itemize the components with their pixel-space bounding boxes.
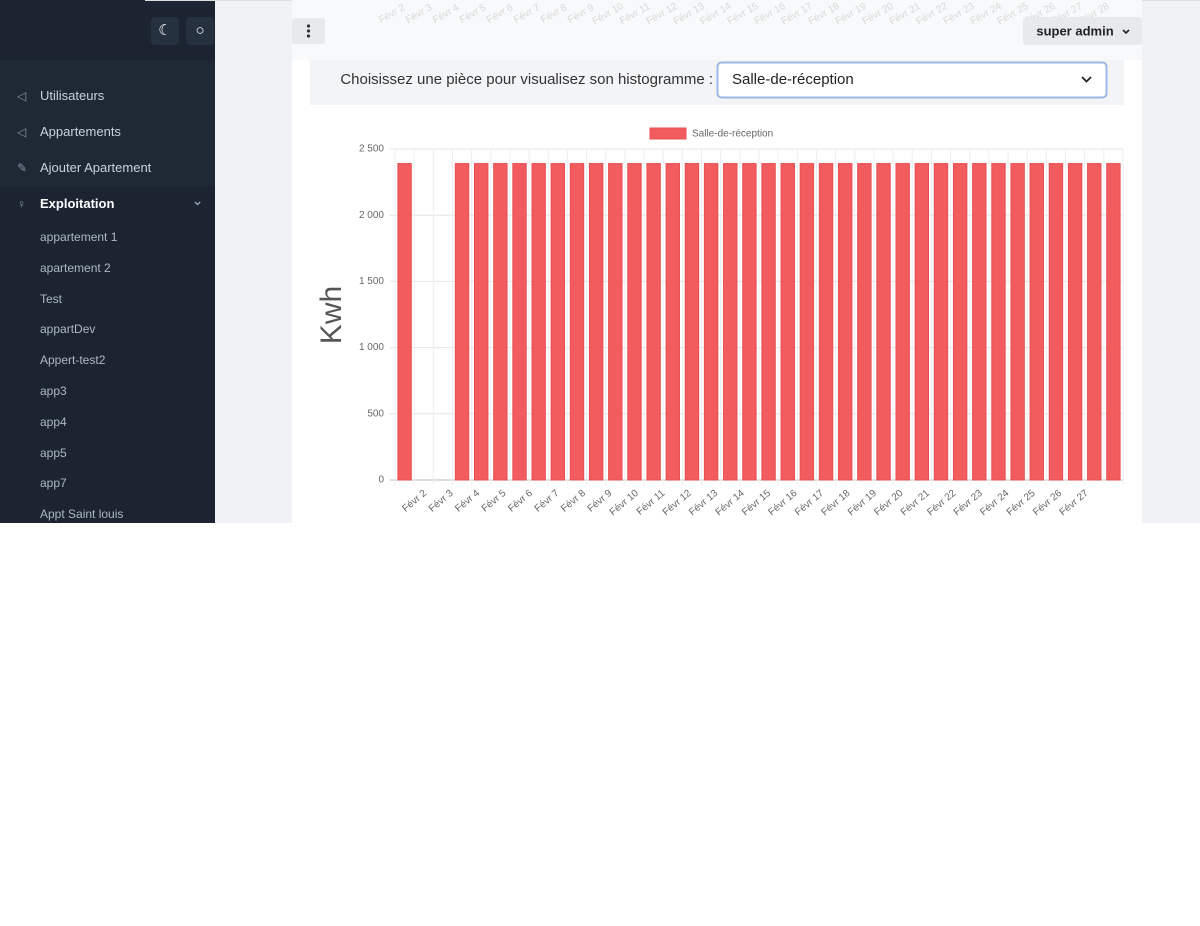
bar bbox=[723, 163, 738, 481]
menu-item[interactable]: ◁ Appartements bbox=[17, 124, 121, 139]
y-axis-label: Kwh bbox=[315, 286, 348, 344]
select[interactable] bbox=[716, 61, 1108, 99]
y-tick-label: 1 500 bbox=[359, 276, 384, 287]
bar bbox=[1106, 163, 1121, 481]
bar bbox=[914, 163, 930, 481]
bar bbox=[569, 163, 585, 481]
bar bbox=[588, 163, 604, 481]
bar bbox=[454, 163, 470, 481]
sidebar: ☾ ○ ◁ Utilisateurs ◁ Appartements ✎ Ajouter A… bbox=[0, 0, 215, 523]
bar bbox=[838, 163, 853, 481]
legend-label: Salle-de-réception bbox=[692, 129, 773, 140]
bar bbox=[799, 163, 815, 481]
menu-label: Appartements bbox=[40, 124, 121, 139]
submenu-item[interactable]: appartement 1 bbox=[0, 222, 215, 253]
bar bbox=[857, 163, 872, 481]
select-value: Salle-de-réception bbox=[732, 71, 854, 88]
bar bbox=[895, 163, 910, 481]
bar bbox=[1087, 163, 1102, 481]
bar bbox=[531, 163, 546, 481]
bar bbox=[952, 163, 968, 481]
menu-label: Exploitation bbox=[40, 196, 115, 211]
selector-label: Choisissez une pièce pour visualisez son… bbox=[340, 71, 713, 88]
y-tick-label: 2 000 bbox=[359, 210, 384, 221]
bar bbox=[780, 163, 795, 481]
bar bbox=[991, 163, 1006, 481]
bar bbox=[1048, 163, 1064, 481]
bar bbox=[474, 163, 489, 481]
bar bbox=[742, 163, 757, 481]
y-tick-label: 500 bbox=[367, 408, 384, 419]
bar bbox=[608, 163, 623, 481]
bar bbox=[1029, 163, 1044, 481]
bar bbox=[972, 163, 987, 481]
submenu-item[interactable]: apartement 2 bbox=[0, 252, 215, 284]
bar bbox=[818, 163, 834, 481]
bar bbox=[684, 163, 700, 481]
bar bbox=[627, 163, 642, 481]
circle-button[interactable]: ○ bbox=[186, 17, 214, 45]
header-bar bbox=[292, 0, 1142, 60]
submenu-item[interactable]: Test bbox=[0, 283, 215, 315]
theme-toggle[interactable]: ☾ bbox=[151, 17, 179, 45]
submenu-item[interactable]: app4 bbox=[0, 406, 215, 438]
bar bbox=[397, 163, 412, 481]
bar bbox=[761, 163, 776, 481]
user-button[interactable] bbox=[1023, 17, 1142, 45]
menu-label: Ajouter Apartement bbox=[40, 160, 152, 175]
bar bbox=[646, 163, 661, 481]
menu-item[interactable]: ◁ Utilisateurs bbox=[17, 88, 105, 103]
submenu-item[interactable]: appartDev bbox=[0, 314, 215, 346]
bar bbox=[1010, 163, 1025, 481]
legend-swatch bbox=[649, 127, 687, 140]
sidebar-top: ☾ ○ bbox=[0, 0, 215, 60]
y-tick-label: 0 bbox=[378, 475, 384, 486]
submenu-item[interactable]: Appert-test2 bbox=[0, 345, 215, 376]
menu-label: Utilisateurs bbox=[40, 88, 105, 103]
menu-item[interactable]: ✎ Ajouter Apartement bbox=[17, 160, 152, 175]
bar bbox=[550, 163, 566, 481]
bar bbox=[493, 163, 508, 481]
y-tick-label: 2 500 bbox=[359, 144, 384, 155]
bar bbox=[933, 163, 949, 481]
bar bbox=[703, 163, 719, 481]
submenu-item[interactable]: app3 bbox=[0, 375, 215, 407]
y-tick-label: 1 000 bbox=[359, 342, 384, 353]
bar bbox=[512, 163, 527, 481]
bar bbox=[665, 163, 680, 481]
submenu-item[interactable]: app5 bbox=[0, 437, 215, 469]
menu: ◁ Utilisateurs ◁ Appartements ✎ Ajouter Apart… bbox=[0, 78, 215, 523]
submenu-item[interactable]: app7 bbox=[0, 468, 215, 500]
submenu-item[interactable]: Appt Saint louis bbox=[0, 499, 215, 523]
bar bbox=[1067, 163, 1083, 481]
bar bbox=[876, 163, 891, 481]
menu-item[interactable]: ♀ Exploitation ⌄ bbox=[0, 186, 215, 222]
user-name: super admin bbox=[1036, 23, 1113, 38]
